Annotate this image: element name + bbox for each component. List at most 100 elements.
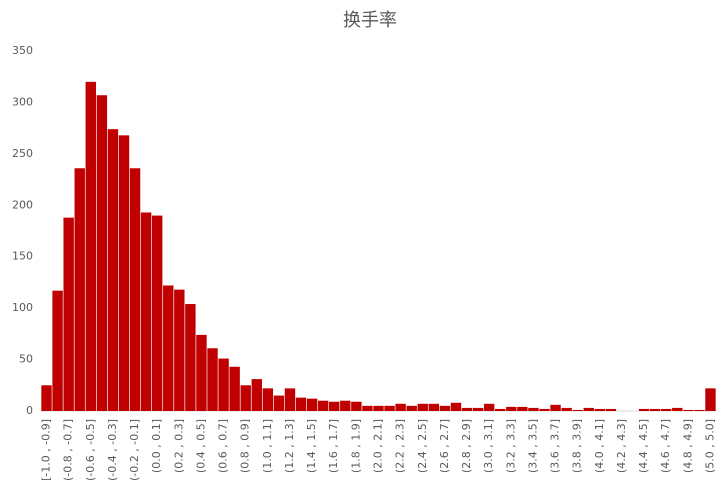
- bar: [495, 408, 506, 411]
- y-tick-label: 350: [12, 44, 33, 57]
- bar: [151, 215, 163, 411]
- bar: [572, 409, 583, 411]
- y-tick-label: 250: [12, 147, 33, 160]
- bar: [483, 403, 495, 411]
- x-tick-label: (4.6 , 4.7]: [659, 419, 672, 473]
- bar: [594, 408, 606, 411]
- y-tick-label: 200: [12, 198, 33, 211]
- y-tick-label: 50: [19, 353, 33, 366]
- x-tick-label: (1.6 , 1.7]: [327, 419, 340, 473]
- chart-title: 换手率: [343, 10, 397, 31]
- bar: [683, 409, 694, 411]
- bar: [185, 304, 196, 411]
- bar: [85, 81, 96, 411]
- bar: [118, 135, 130, 412]
- x-tick-label: (2.4 , 2.5]: [416, 419, 429, 473]
- bar: [229, 366, 240, 411]
- bar: [251, 379, 262, 411]
- bar: [262, 388, 274, 411]
- bar: [174, 289, 185, 411]
- y-tick-label: 300: [12, 95, 33, 108]
- y-tick-label: 100: [12, 301, 33, 314]
- x-tick-label: (4.0 , 4.1]: [593, 419, 606, 473]
- x-tick-label: (2.8 , 2.9]: [460, 419, 473, 473]
- x-tick-label: (0.4 , 0.5]: [194, 419, 207, 473]
- bar: [417, 403, 428, 411]
- bar: [362, 405, 373, 411]
- x-tick-label: (3.0 , 3.1]: [482, 419, 495, 473]
- x-tick-label: (2.6 , 2.7]: [438, 419, 451, 473]
- x-tick-label: (4.8 , 4.9]: [681, 419, 694, 473]
- bar: [517, 406, 528, 411]
- bar: [329, 401, 340, 411]
- bar: [550, 404, 561, 411]
- x-tick-label: (-0.6 , -0.5]: [84, 419, 97, 481]
- x-tick-label: (-0.4 , -0.3]: [106, 419, 119, 481]
- x-tick-label: (3.8 , 3.9]: [571, 419, 584, 473]
- bar: [295, 397, 307, 411]
- x-tick-label: (1.4 , 1.5]: [305, 419, 318, 473]
- x-tick-label: (2.2 , 2.3]: [394, 419, 407, 473]
- x-tick-label: (1.2 , 1.3]: [283, 419, 296, 473]
- bar: [306, 398, 318, 411]
- x-tick-label: (1.8 , 1.9]: [349, 419, 362, 473]
- bar: [140, 212, 152, 411]
- x-tick-label: (5.0 , 5.0]: [703, 419, 716, 473]
- x-tick-label: (4.4 , 4.5]: [637, 419, 650, 473]
- bar: [649, 408, 661, 411]
- bar: [284, 388, 296, 411]
- bar: [528, 407, 539, 411]
- bar: [384, 405, 395, 411]
- bar: [218, 358, 229, 411]
- x-tick-label: (4.2 , 4.3]: [615, 419, 628, 473]
- x-tick-label: [-1.0 , -0.9]: [40, 419, 53, 481]
- bar: [705, 388, 716, 411]
- bar: [506, 406, 517, 411]
- x-tick-label: (1.0 , 1.1]: [261, 419, 274, 473]
- x-tick-label: (3.2 , 3.3]: [504, 419, 517, 473]
- bar: [196, 334, 207, 411]
- bar: [461, 407, 473, 411]
- bar: [406, 405, 417, 411]
- x-tick-label: (0.6 , 0.7]: [217, 419, 230, 473]
- bar: [605, 408, 617, 411]
- bar: [207, 348, 218, 411]
- bar: [351, 401, 362, 411]
- bar: [539, 408, 550, 411]
- bar: [373, 405, 384, 411]
- bar: [661, 408, 672, 411]
- bar: [450, 402, 462, 411]
- bar: [273, 395, 285, 411]
- bar: [583, 407, 594, 411]
- bar: [439, 405, 451, 411]
- bar: [340, 400, 351, 411]
- bar: [107, 129, 119, 411]
- bar: [163, 285, 174, 411]
- bar: [96, 95, 108, 411]
- x-tick-label: (0.2 , 0.3]: [172, 419, 185, 473]
- bar: [63, 217, 74, 411]
- x-tick-label: (3.6 , 3.7]: [549, 419, 562, 473]
- bar: [672, 407, 683, 411]
- bar: [317, 400, 329, 411]
- bar: [395, 403, 406, 411]
- bar: [41, 385, 52, 411]
- bar: [472, 407, 484, 411]
- x-tick-label: (0.8 , 0.9]: [239, 419, 252, 473]
- x-tick-label: (0.0 , 0.1]: [150, 419, 163, 473]
- bar: [52, 290, 63, 411]
- y-tick-label: 150: [12, 250, 33, 263]
- bar: [561, 407, 572, 411]
- bar: [74, 168, 85, 411]
- x-tick-label: (2.0 , 2.1]: [372, 419, 385, 473]
- bar: [638, 408, 650, 411]
- bar: [428, 403, 440, 411]
- x-tick-label: (-0.8 , -0.7]: [62, 419, 75, 481]
- y-tick-label: 0: [26, 404, 33, 417]
- bar: [129, 168, 141, 411]
- x-tick-label: (3.4 , 3.5]: [526, 419, 539, 473]
- bar: [694, 409, 705, 411]
- bar: [240, 385, 251, 411]
- x-tick-label: (-0.2 , -0.1]: [128, 419, 141, 481]
